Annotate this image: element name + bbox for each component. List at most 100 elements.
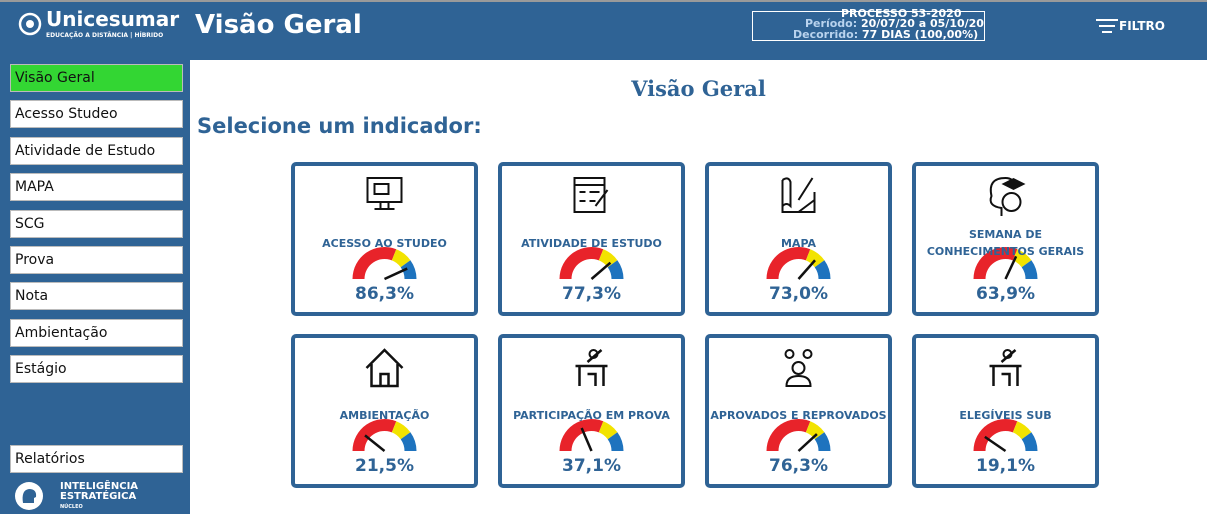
card-label: MAPA: [780, 236, 817, 250]
period-value: 20/07/20 a 05/10/20: [860, 17, 984, 30]
indicator-card[interactable]: APROVADOS E REPROVADOS 76,3%: [705, 334, 892, 488]
gauge-needle: [580, 427, 593, 452]
indicator-card[interactable]: PARTICIPAÇÃO EM PROVA 37,1%: [498, 334, 685, 488]
gauge: [559, 177, 624, 280]
indicator-card[interactable]: MAPA 73,0%: [705, 162, 892, 316]
gauge: [973, 176, 1038, 280]
card-label: ELEGÍVEIS SUB: [959, 408, 1052, 422]
brand: INTELIGÊNCIA ESTRATÉGICA NÚCLEO: [60, 482, 138, 512]
card-icon: [365, 348, 404, 388]
gauge-band: [973, 419, 1018, 451]
gauge-band: [391, 421, 411, 440]
process-box: PROCESSO 53-2020 Período: 20/07/20 a 05/…: [752, 7, 985, 41]
reports-button[interactable]: Relatórios: [10, 445, 183, 473]
menu-item[interactable]: Estágio: [10, 355, 183, 384]
gauge: [352, 177, 417, 281]
card-label: ACESSO AO STUDEO: [322, 236, 447, 250]
menu-item[interactable]: MAPA: [10, 173, 183, 202]
gauge-band: [598, 421, 618, 440]
logo-name: Unicesumar: [46, 7, 180, 31]
card-icon: [366, 177, 403, 210]
gauge-band: [805, 249, 825, 268]
gauge: [973, 349, 1038, 453]
card-value: 21,5%: [355, 456, 414, 476]
main-subtitle: Selecione um indicador:: [197, 114, 482, 138]
gauge-band: [1012, 421, 1032, 440]
gauge: [766, 349, 831, 452]
menu-item[interactable]: Nota: [10, 282, 183, 311]
card-icon: [989, 349, 1022, 386]
gauge-band: [973, 247, 1018, 279]
filter-icon: [1096, 19, 1118, 33]
menu-item[interactable]: Prova: [10, 246, 183, 274]
card-icon: [784, 349, 813, 387]
indicator-card[interactable]: ELEGÍVEIS SUB 19,1%: [912, 334, 1099, 488]
brand-icon: [15, 482, 43, 510]
card-value: 19,1%: [976, 456, 1035, 476]
gauge-band: [352, 247, 397, 279]
menu-item[interactable]: Acesso Studeo: [10, 100, 183, 129]
logo-tagline: EDUCAÇÃO A DISTÂNCIA | HÍBRIDO: [46, 32, 164, 39]
gauge-needle: [984, 435, 1007, 453]
menu-item[interactable]: Ambientação: [10, 318, 183, 347]
gauge-band: [1021, 432, 1038, 451]
card-icon: [573, 177, 609, 213]
page-title: Visão Geral: [195, 10, 362, 40]
card-value: 76,3%: [769, 456, 828, 476]
gauge-needle: [797, 433, 818, 452]
gauge-band: [814, 432, 831, 451]
gauge-band: [598, 249, 618, 268]
card-label: ATIVIDADE DE ESTUDO: [521, 236, 662, 250]
gauge-band: [607, 260, 624, 279]
gauge-band: [607, 432, 624, 451]
indicator-card[interactable]: ATIVIDADE DE ESTUDO 77,3%: [498, 162, 685, 316]
card-icon: [989, 176, 1026, 216]
gauge-needle: [1004, 255, 1018, 280]
gauge-band: [766, 247, 811, 279]
card-value: 77,3%: [562, 284, 621, 304]
gauge: [352, 348, 417, 452]
gauge-band: [805, 421, 825, 440]
main-title: Visão Geral: [631, 76, 766, 101]
card-icon: [781, 177, 816, 213]
gauge-needle: [797, 259, 816, 280]
card-value: 37,1%: [562, 456, 621, 476]
sidebar: Relatórios INTELIGÊNCIA ESTRATÉGICA NÚCL…: [0, 60, 190, 514]
elapsed-label: Decorrido:: [793, 28, 859, 41]
process: PROCESSO 53-2020: [841, 7, 962, 20]
gauge-band: [1021, 260, 1038, 279]
gauge-band: [400, 260, 417, 279]
brand-line: INTELIGÊNCIA: [60, 481, 139, 492]
menu-item[interactable]: Atividade de Estudo: [10, 136, 183, 165]
card-value: 86,3%: [355, 284, 414, 304]
top-bar: Unicesumar EDUCAÇÃO A DISTÂNCIA | HÍBRID…: [0, 0, 1207, 60]
card-value: 73,0%: [769, 284, 828, 304]
gauge-band: [400, 432, 417, 451]
gauge-needle: [364, 434, 386, 452]
gauge-band: [766, 419, 811, 451]
logo-icon: [18, 12, 42, 36]
indicator-card[interactable]: AMBIENTAÇÃO 21,5%: [291, 334, 478, 488]
period: Período: 20/07/20 a 05/10/20: [805, 17, 984, 30]
card-label: PARTICIPAÇÃO EM PROVA: [513, 408, 670, 422]
filter-label: FILTRO: [1119, 19, 1165, 33]
brand-line: ESTRATÉGICA: [60, 491, 137, 502]
indicator-card[interactable]: ACESSO AO STUDEO 86,3%: [291, 162, 478, 316]
menu-item[interactable]: SCG: [10, 209, 183, 238]
period-label: Período:: [805, 17, 858, 30]
card-label: APROVADOS E REPROVADOS: [710, 408, 887, 422]
menu-item[interactable]: Visão Geral: [10, 64, 183, 92]
gauge-band: [1012, 249, 1032, 268]
gauge-band: [559, 419, 604, 451]
elapsed-value: 77 DIAS (100,00%): [861, 28, 979, 41]
gauge: [766, 177, 831, 280]
gauge-needle: [383, 267, 408, 281]
gauge-band: [559, 247, 604, 279]
card-icon: [575, 349, 608, 386]
card-label: SEMANA DE CONHECIMENTOS GERAIS: [926, 228, 1085, 258]
gauge-band: [352, 419, 397, 451]
indicator-card[interactable]: SEMANA DE CONHECIMENTOS GERAIS 63,9%: [912, 162, 1099, 316]
gauge-band: [814, 260, 831, 279]
brand-line: NÚCLEO: [60, 504, 83, 510]
